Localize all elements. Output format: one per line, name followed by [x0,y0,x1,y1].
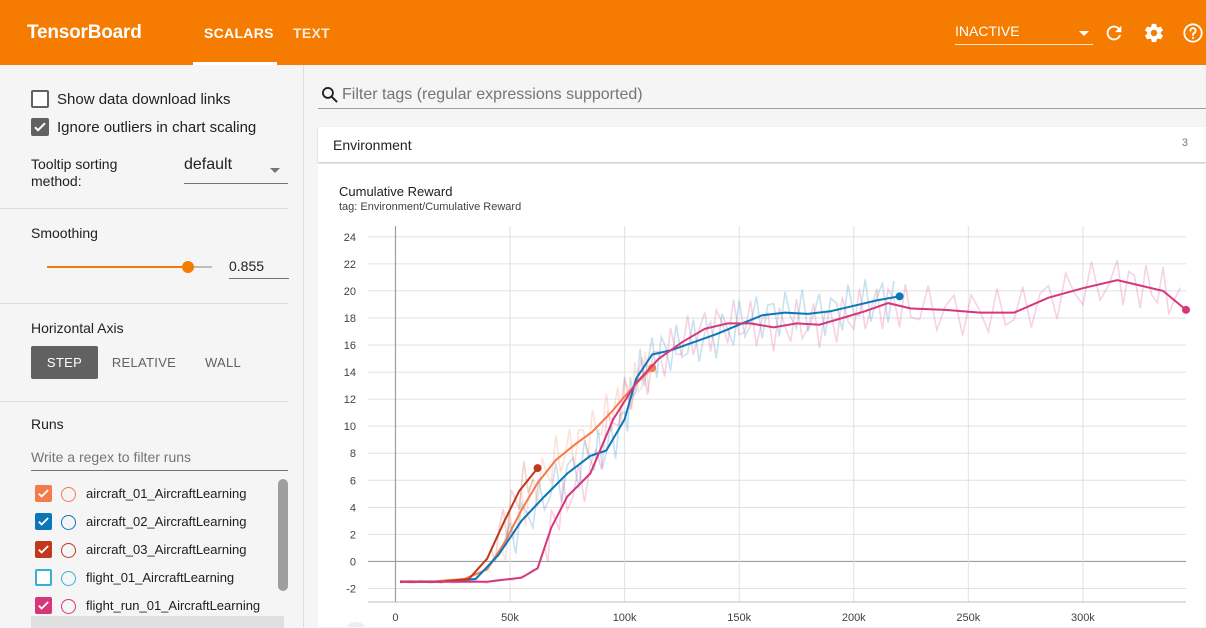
check-icon [34,122,46,132]
y-tick-label: 20 [344,286,356,298]
run-name: flight_run_01_AircraftLearning [86,598,261,613]
raw-series-line [400,461,534,584]
runs-scrollbar[interactable] [278,479,288,591]
y-tick-label: 6 [350,475,356,487]
y-tick-label: 18 [344,313,356,325]
divider [0,401,288,402]
dashboard-select-value: INACTIVE [955,23,1020,39]
divider [0,208,288,209]
series-line[interactable] [400,279,1187,583]
run-color-swatch[interactable] [61,515,76,530]
chevron-down-icon [1079,31,1089,36]
series-endpoint[interactable] [533,464,542,473]
run-checkbox[interactable] [35,485,52,502]
search-icon [322,87,338,103]
series-line[interactable] [400,367,653,583]
list-item [31,616,284,628]
axis-relative-button[interactable]: RELATIVE [111,355,177,370]
check-icon [38,517,49,526]
check-icon [38,489,49,498]
axis-step-button[interactable]: STEP [31,346,98,379]
smoothing-value-input[interactable]: 0.855 [229,253,289,279]
y-tick-label: 22 [344,259,356,271]
tag-filter-placeholder: Filter tags (regular expressions support… [342,86,643,103]
run-name: flight_01_AircraftLearning [86,570,235,585]
run-checkbox[interactable] [35,513,52,530]
tooltip-sorting-select[interactable]: default [184,156,288,184]
series-endpoint[interactable] [648,364,657,373]
divider [0,303,288,304]
run-color-swatch[interactable] [61,571,76,586]
y-tick-label: 14 [344,367,356,379]
runs-filter-input[interactable]: Write a regex to filter runs [31,445,288,471]
smoothing-slider-fill [47,266,189,268]
smoothing-slider-thumb[interactable] [182,261,195,273]
x-tick-label: 250k [956,612,980,624]
series-line[interactable] [400,295,900,583]
chart-title: Cumulative Reward [339,184,453,199]
x-tick-label: 50k [501,612,519,624]
y-tick-label: -2 [346,583,356,595]
expand-chart-button[interactable] [344,622,368,627]
show-download-links-checkbox[interactable] [31,90,49,108]
run-checkbox[interactable] [35,569,52,586]
category-count: 3 [1181,137,1188,149]
category-title: Environment [333,137,412,153]
refresh-icon[interactable] [1103,22,1125,44]
tooltip-sorting-value: default [184,156,233,173]
raw-series-line [399,279,895,584]
chart-tag: tag: Environment/Cumulative Reward [339,201,522,213]
series-endpoint[interactable] [895,292,904,301]
tooltip-sorting-label: Tooltip sorting method: [31,156,118,189]
horizontal-axis-label: Horizontal Axis [31,320,124,336]
y-tick-label: 12 [344,394,356,406]
y-tick-label: 8 [350,448,356,460]
axis-wall-button[interactable]: WALL [204,355,242,370]
run-checkbox[interactable] [35,597,52,614]
show-download-links-label: Show data download links [57,91,231,108]
check-icon [38,601,49,610]
y-tick-label: 4 [350,502,356,514]
run-color-swatch[interactable] [61,487,76,502]
x-tick-label: 150k [727,612,751,624]
x-tick-label: 300k [1071,612,1095,624]
x-tick-label: 0 [392,612,398,624]
x-tick-label: 200k [842,612,866,624]
sidebar: Show data download links Ignore outliers… [0,65,304,628]
y-tick-label: 0 [350,556,356,568]
ignore-outliers-label: Ignore outliers in chart scaling [57,119,257,136]
smoothing-slider[interactable] [47,261,212,273]
x-tick-label: 100k [613,612,637,624]
series-endpoint[interactable] [1182,305,1190,314]
smoothing-label: Smoothing [31,225,98,241]
app-title: TensorBoard [27,22,142,43]
ignore-outliers-checkbox[interactable] [31,118,49,136]
run-checkbox[interactable] [35,541,52,558]
chevron-down-icon [270,168,280,173]
check-icon [38,545,49,554]
gear-icon[interactable] [1143,22,1165,44]
run-name: aircraft_02_AircraftLearning [86,514,247,529]
y-tick-label: 24 [344,232,356,244]
category-header[interactable]: Environment 3 [318,127,1206,162]
run-color-swatch[interactable] [61,599,76,614]
raw-series-line [399,259,1182,584]
active-tab-indicator [193,62,277,65]
run-name: aircraft_01_AircraftLearning [86,486,247,501]
help-icon[interactable] [1182,22,1204,44]
y-tick-label: 16 [344,340,356,352]
top-app-bar: TensorBoard SCALARS TEXT INACTIVE [0,0,1206,65]
run-color-swatch[interactable] [61,543,76,558]
tab-text[interactable]: TEXT [293,25,330,41]
dashboard-select[interactable]: INACTIVE [955,23,1093,45]
tag-filter[interactable]: Filter tags (regular expressions support… [318,80,1206,109]
chart-card: Cumulative Reward tag: Environment/Cumul… [318,164,1206,627]
y-tick-label: 2 [350,529,356,541]
runs-label: Runs [31,416,64,432]
run-name: aircraft_03_AircraftLearning [86,542,247,557]
y-tick-label: 10 [344,421,356,433]
tab-scalars[interactable]: SCALARS [204,25,274,41]
